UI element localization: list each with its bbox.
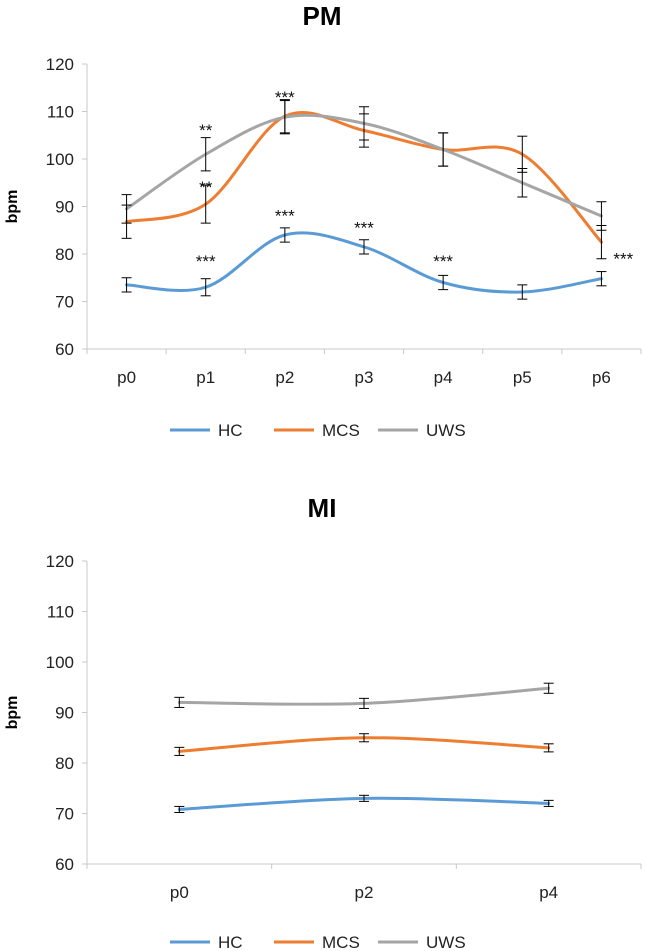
y-tick-label: 70 <box>55 293 74 312</box>
x-tick-label: p1 <box>196 368 215 387</box>
significance-label: ** <box>199 121 213 140</box>
x-tick-label: p0 <box>117 368 136 387</box>
significance-label: *** <box>275 207 295 226</box>
legend-label-mcs: MCS <box>322 933 360 951</box>
error-bar-uws <box>517 168 528 198</box>
x-tick-label: p4 <box>434 368 453 387</box>
x-tick-label: p2 <box>275 368 294 387</box>
x-tick-label: p6 <box>592 368 611 387</box>
y-axis-label: bpm <box>4 696 21 730</box>
error-bar-uws <box>543 682 554 694</box>
error-bar-uws <box>596 201 607 231</box>
legend-label-uws: UWS <box>426 421 466 440</box>
error-bar-uws <box>279 100 290 135</box>
error-bar-hc <box>359 239 369 255</box>
legend: HC MCS UWS <box>170 421 466 440</box>
legend-label-mcs: MCS <box>322 421 360 440</box>
legend-label-uws: UWS <box>426 933 466 951</box>
error-bar-hc <box>359 794 369 802</box>
significance-label: ** <box>199 178 213 197</box>
error-bar-mcs <box>359 733 369 743</box>
y-tick-label: 80 <box>55 754 74 773</box>
y-tick-label: 70 <box>55 805 74 824</box>
error-bar-hc <box>543 799 554 807</box>
legend-label-hc: HC <box>218 421 243 440</box>
y-tick-label: 60 <box>55 855 74 874</box>
error-bar-uws <box>359 106 369 141</box>
error-bar-uws <box>121 194 132 224</box>
x-tick-label: p5 <box>513 368 532 387</box>
x-tick-label: p4 <box>539 883 558 902</box>
error-bar-uws <box>200 137 211 172</box>
y-tick-label: 110 <box>47 103 74 122</box>
error-bar-hc <box>200 278 211 297</box>
x-tick-label: p3 <box>355 368 374 387</box>
legend: HC MCS UWS <box>170 933 466 951</box>
error-bar-hc <box>596 271 607 287</box>
error-bar-hc <box>517 284 528 300</box>
error-bar-mcs <box>174 746 185 756</box>
error-bar-hc <box>174 805 185 813</box>
y-tick-label: 120 <box>46 552 74 571</box>
error-bar-hc <box>438 274 449 291</box>
error-bar-mcs <box>200 184 211 224</box>
significance-label: *** <box>354 219 374 238</box>
error-bar-hc <box>279 227 290 243</box>
error-bar-uws <box>438 132 449 167</box>
y-tick-label: 110 <box>47 603 74 622</box>
y-tick-label: 90 <box>55 704 74 723</box>
chart-title: PM <box>303 1 342 31</box>
y-tick-label: 80 <box>55 245 74 264</box>
y-tick-label: 100 <box>46 150 74 169</box>
x-tick-label: p0 <box>170 883 189 902</box>
error-bar-mcs <box>517 135 528 173</box>
y-tick-label: 100 <box>46 653 74 672</box>
significance-label: *** <box>196 252 216 271</box>
significance-label: *** <box>433 252 453 271</box>
y-tick-label: 60 <box>55 340 74 359</box>
error-bar-uws <box>359 697 369 709</box>
significance-label: *** <box>613 249 633 268</box>
legend-label-hc: HC <box>218 933 243 951</box>
error-bar-hc <box>121 277 132 293</box>
x-tick-label: p2 <box>355 883 374 902</box>
error-bar-mcs <box>543 743 554 753</box>
y-axis-label: bpm <box>4 190 21 224</box>
error-bar-uws <box>174 696 185 708</box>
significance-label: *** <box>275 88 295 107</box>
y-tick-label: 120 <box>46 55 74 74</box>
y-tick-label: 90 <box>55 198 74 217</box>
chart-title: MI <box>308 493 337 523</box>
chart-mi: MI bpm 60 70 80 90 100 110 120 p0 p2 p4 HC MCS UWS <box>4 493 642 951</box>
